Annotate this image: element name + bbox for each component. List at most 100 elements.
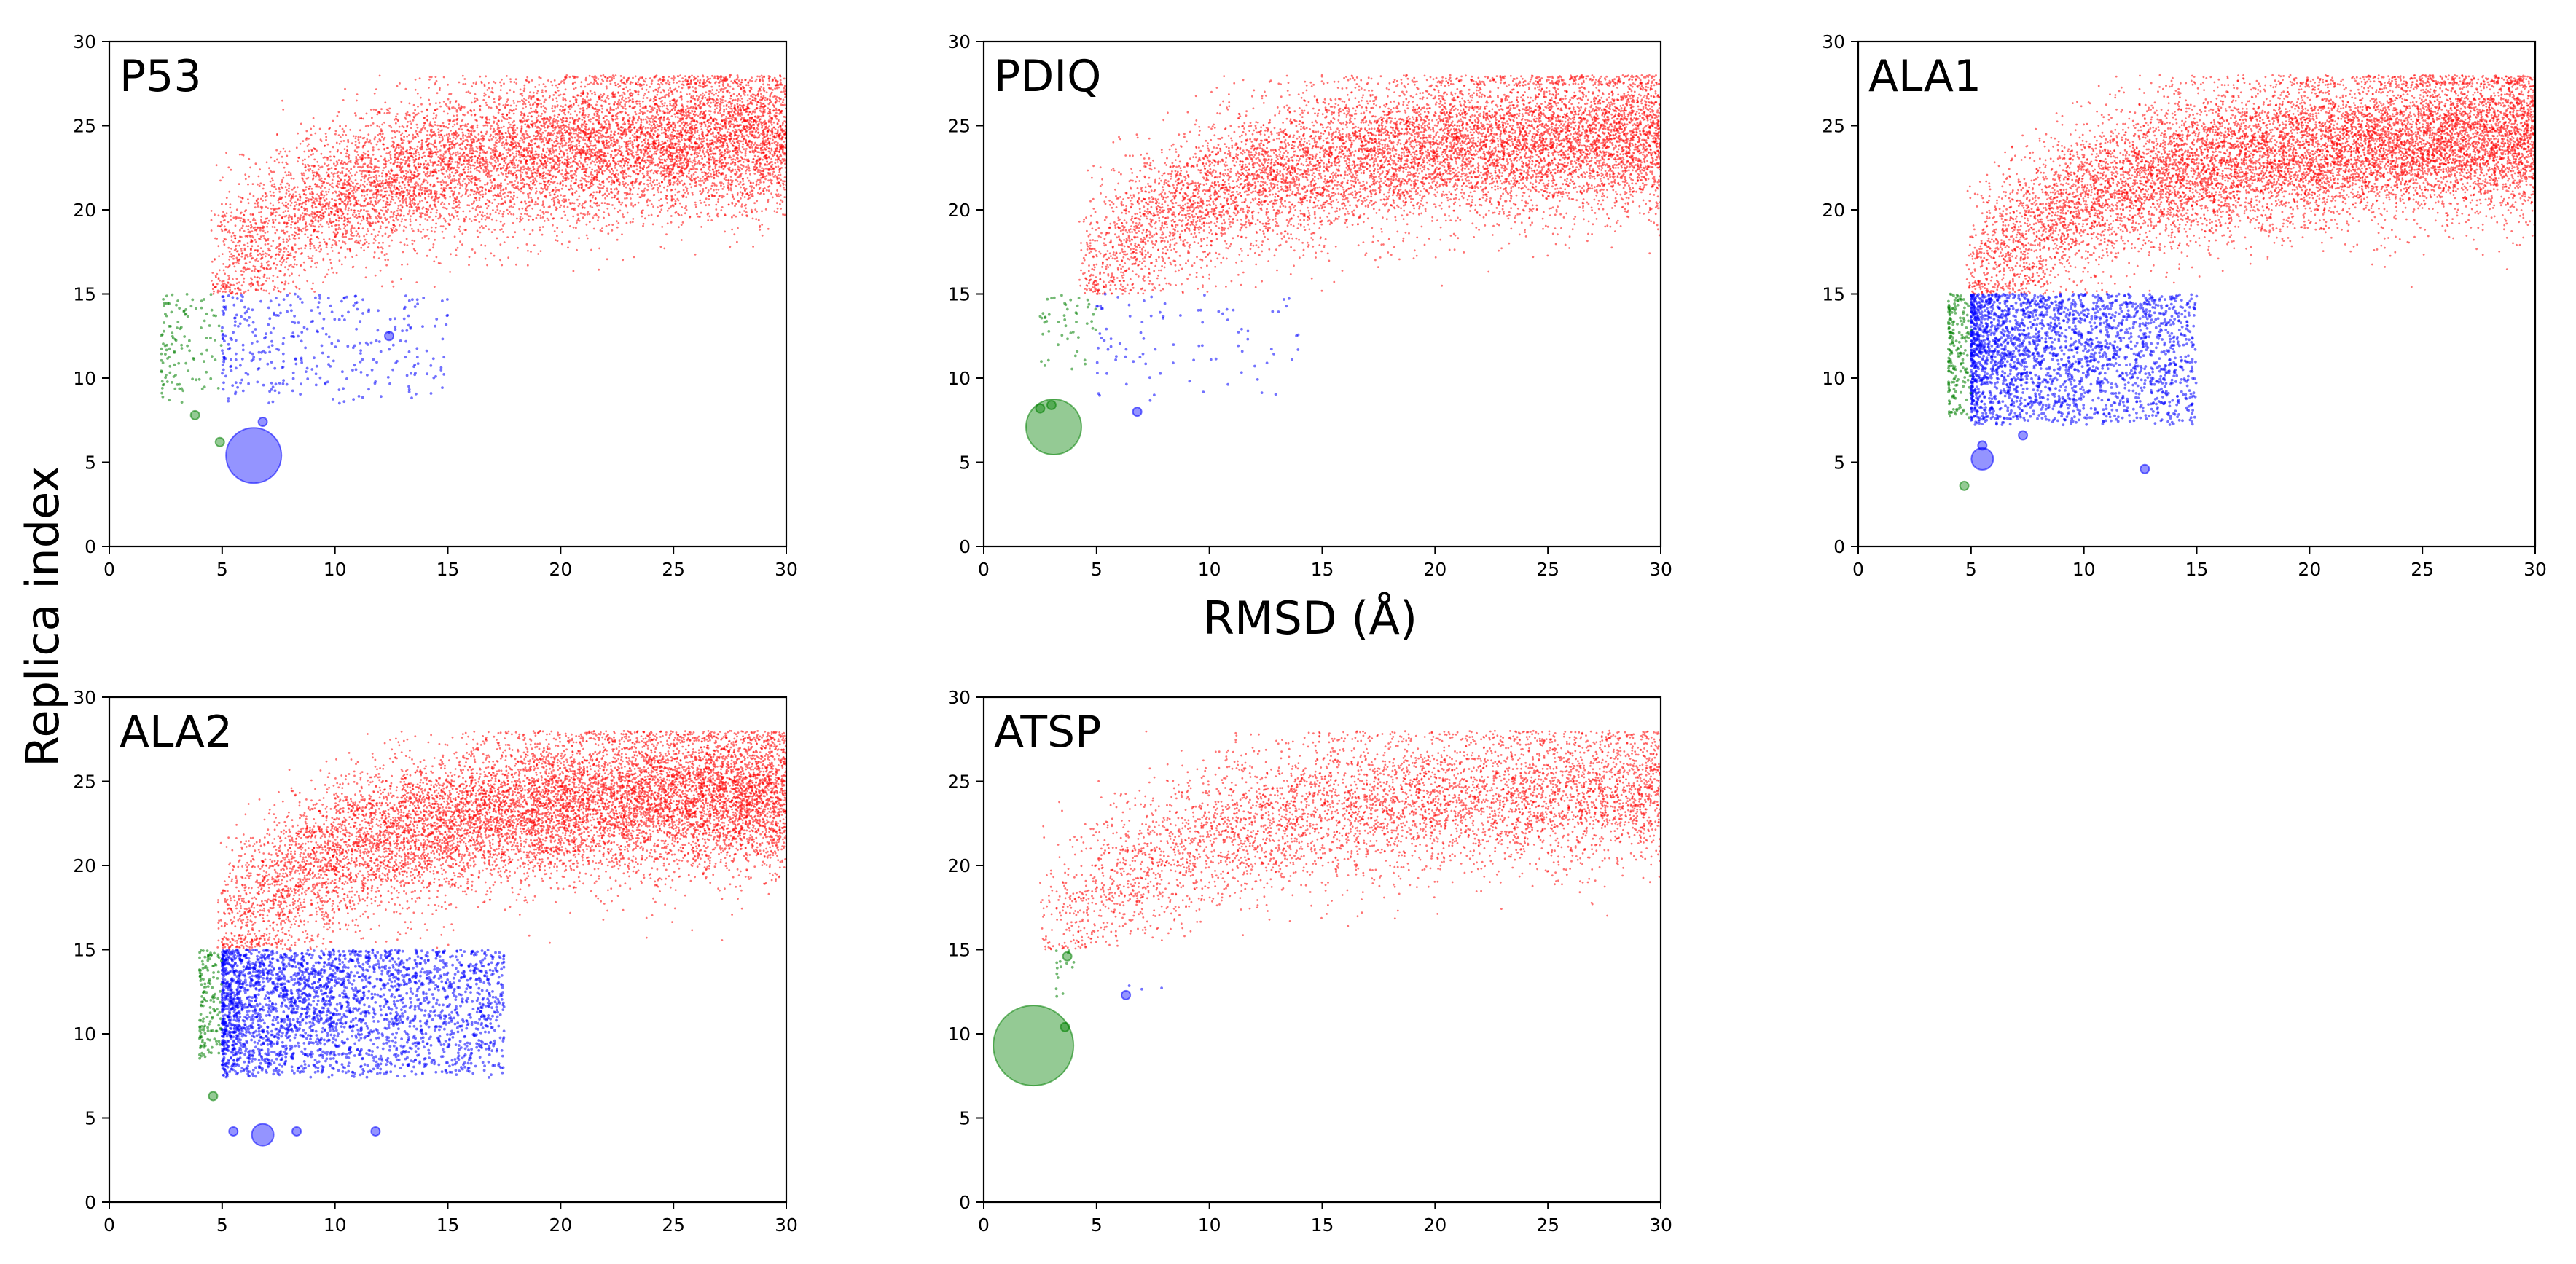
data-point — [564, 103, 567, 106]
data-point — [616, 160, 619, 163]
data-point — [413, 203, 415, 206]
data-point — [336, 114, 339, 117]
data-point — [426, 235, 428, 237]
data-point — [638, 117, 641, 119]
data-point — [325, 171, 328, 174]
data-point — [246, 245, 249, 248]
data-point — [770, 181, 772, 184]
data-point — [228, 276, 231, 279]
data-point — [219, 179, 222, 182]
data-point — [527, 192, 529, 195]
data-point — [447, 98, 450, 101]
data-point — [319, 223, 322, 226]
data-point — [597, 83, 600, 85]
data-point — [412, 133, 414, 136]
data-point — [741, 213, 744, 216]
data-point — [401, 218, 404, 220]
data-point — [758, 136, 760, 138]
data-point — [317, 246, 320, 249]
data-point — [305, 194, 308, 196]
data-point — [351, 189, 353, 192]
data-point — [685, 117, 687, 120]
data-point — [702, 176, 704, 178]
data-point — [606, 146, 608, 149]
data-point — [704, 114, 707, 117]
data-point — [369, 184, 372, 187]
data-point — [576, 120, 579, 122]
data-point — [750, 121, 753, 123]
data-point — [389, 216, 392, 219]
data-point — [337, 134, 340, 137]
data-point — [368, 173, 371, 176]
data-point — [585, 234, 588, 237]
data-point — [542, 83, 545, 85]
data-point — [762, 192, 765, 195]
data-point — [490, 170, 493, 173]
data-point — [708, 93, 710, 95]
data-point — [283, 215, 286, 218]
data-point — [272, 280, 274, 283]
data-point — [436, 124, 439, 127]
data-point — [438, 160, 440, 163]
data-point — [587, 211, 590, 213]
data-point — [620, 146, 623, 148]
data-point — [602, 162, 605, 165]
data-point — [466, 122, 469, 125]
data-point — [239, 196, 242, 199]
data-point — [759, 229, 762, 231]
data-point — [410, 186, 412, 189]
data-point — [522, 141, 525, 144]
data-point — [777, 126, 780, 129]
data-point — [315, 249, 318, 251]
data-point — [332, 162, 335, 165]
data-point — [724, 133, 727, 136]
data-point — [771, 142, 773, 145]
data-point — [755, 144, 758, 146]
data-point — [452, 136, 455, 139]
data-point — [257, 175, 260, 178]
data-point — [644, 141, 646, 144]
data-point — [495, 161, 497, 164]
data-point — [509, 123, 512, 126]
data-point — [227, 278, 230, 280]
data-point — [374, 274, 377, 277]
data-point — [434, 76, 437, 78]
data-point — [606, 115, 608, 117]
data-point — [327, 191, 330, 193]
data-point — [635, 122, 638, 124]
data-point — [638, 136, 641, 139]
data-point — [227, 231, 229, 234]
data-point — [689, 215, 692, 218]
data-point — [286, 238, 288, 241]
data-point — [650, 213, 653, 216]
data-point — [624, 162, 626, 165]
data-point — [779, 173, 782, 176]
data-point — [552, 158, 555, 161]
data-point — [598, 162, 601, 165]
data-point — [659, 91, 662, 94]
data-point — [445, 181, 447, 184]
data-point — [375, 197, 378, 200]
data-point — [388, 245, 391, 247]
data-point — [593, 160, 595, 163]
data-point — [278, 161, 281, 164]
data-point — [677, 145, 679, 148]
data-point — [238, 244, 241, 247]
data-point — [512, 160, 514, 162]
data-point — [240, 255, 243, 258]
data-point — [276, 287, 279, 289]
data-point — [703, 201, 706, 203]
data-point — [679, 129, 682, 132]
data-point — [727, 184, 729, 187]
data-point — [512, 135, 514, 138]
data-point — [685, 111, 687, 114]
data-point — [748, 116, 751, 119]
data-point — [437, 156, 439, 158]
data-point — [500, 184, 503, 187]
data-point — [732, 150, 734, 152]
data-point — [435, 148, 438, 151]
data-point — [393, 176, 396, 178]
data-point — [697, 176, 700, 178]
data-point — [464, 146, 466, 149]
data-point — [429, 211, 432, 214]
